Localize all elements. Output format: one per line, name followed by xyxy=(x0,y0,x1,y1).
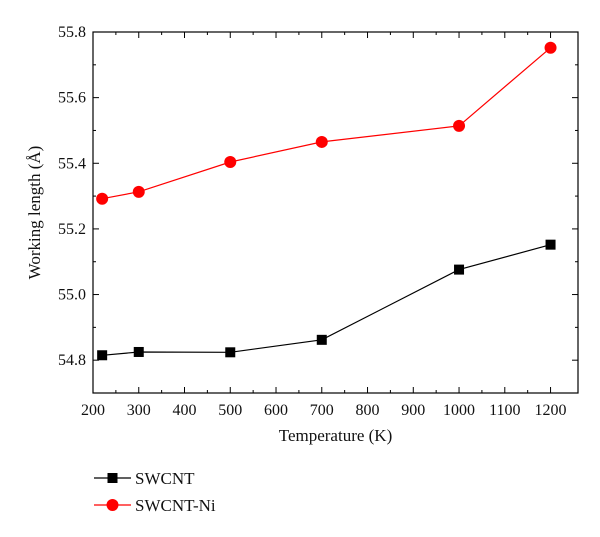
data-point xyxy=(225,347,236,358)
y-tick-label: 55.8 xyxy=(58,24,86,41)
y-tick-label: 55.6 xyxy=(58,90,86,107)
series-swcnt xyxy=(97,239,556,361)
y-tick-label: 55.4 xyxy=(58,155,86,172)
series-line xyxy=(102,244,551,356)
x-tick-label: 400 xyxy=(173,402,197,419)
data-point xyxy=(544,41,557,54)
legend-item-swcnt-ni: SWCNT-Ni xyxy=(94,496,216,515)
series-swcnt-ni xyxy=(96,41,557,205)
data-point xyxy=(133,346,144,357)
x-tick-label: 1100 xyxy=(489,402,520,419)
legend-marker xyxy=(107,473,118,483)
data-point xyxy=(224,155,237,168)
x-axis-title: Temperature (K) xyxy=(279,426,393,445)
y-tick-label: 54.8 xyxy=(58,352,86,369)
series-line xyxy=(102,47,551,200)
x-tick-label: 700 xyxy=(310,402,334,419)
series-group xyxy=(96,41,557,361)
data-point xyxy=(315,135,328,148)
x-tick-label: 200 xyxy=(81,402,105,419)
legend-label: SWCNT xyxy=(135,469,195,488)
legend: SWCNT SWCNT-Ni xyxy=(94,469,216,515)
data-point xyxy=(453,119,466,132)
x-tick-label: 1000 xyxy=(443,402,475,419)
x-tick-label: 900 xyxy=(401,402,425,419)
plot-frame xyxy=(92,31,579,394)
x-tick-label: 500 xyxy=(218,402,242,419)
data-point xyxy=(132,185,145,198)
y-tick-label: 55.0 xyxy=(58,287,86,304)
legend-label: SWCNT-Ni xyxy=(135,496,216,515)
legend-marker xyxy=(106,499,119,511)
x-tick-label: 1200 xyxy=(535,402,567,419)
y-axis-title: Working length (Å) xyxy=(25,146,44,280)
plot-area xyxy=(92,31,579,394)
x-tick-label: 600 xyxy=(264,402,288,419)
axis-ticks: 200 300 400 500 600 700 800 900 1000 1100 1200 54.8… xyxy=(58,24,578,419)
y-tick-label: 55.2 xyxy=(58,221,86,238)
data-point xyxy=(316,334,327,345)
data-point xyxy=(545,239,556,250)
data-point xyxy=(96,192,109,205)
x-tick-label: 800 xyxy=(356,402,380,419)
data-point xyxy=(454,264,465,275)
legend-item-swcnt: SWCNT xyxy=(94,469,195,488)
x-tick-label: 300 xyxy=(127,402,151,419)
data-point xyxy=(97,350,108,361)
